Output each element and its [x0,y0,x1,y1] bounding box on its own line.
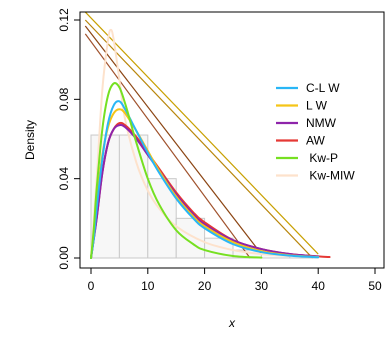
plot-frame [79,11,385,269]
x-tick-label: 50 [368,279,382,293]
overlay-line [84,25,262,255]
x-tick-label: 0 [88,279,95,293]
legend-label: C-L W [306,81,340,95]
x-tick-label: 20 [198,279,212,293]
series-line-kw-miw [90,28,291,259]
x-tick-label: 10 [141,279,155,293]
x-tick-label: 30 [255,279,269,293]
overlay-line [84,19,313,259]
legend: C-L W L W NMW AW Kw-P Kw-MIW [276,81,355,183]
y-axis: 0.00 0.04 0.08 0.12 [57,8,80,270]
x-axis-title: x [228,316,236,330]
series-line-kw-p [90,82,263,259]
y-tick-label: 0.08 [57,87,71,111]
x-tick-label: 40 [312,279,326,293]
y-tick-label: 0.04 [57,167,71,191]
legend-label: Kw-MIW [306,169,355,183]
legend-label: Kw-P [306,151,338,165]
legend-label: L W [306,99,328,113]
x-axis: 0 10 20 30 40 50 [88,268,382,293]
series-line-c-l-w [90,100,320,259]
y-axis-title: Density [23,120,37,160]
y-tick-label: 0.12 [57,8,71,32]
density-curves [90,28,331,259]
legend-label: AW [306,134,326,148]
legend-label: NMW [306,116,337,130]
overlay-line [84,11,319,255]
overlay-lines [84,11,319,259]
y-tick-label: 0.00 [57,246,71,270]
overlay-line [84,33,251,259]
